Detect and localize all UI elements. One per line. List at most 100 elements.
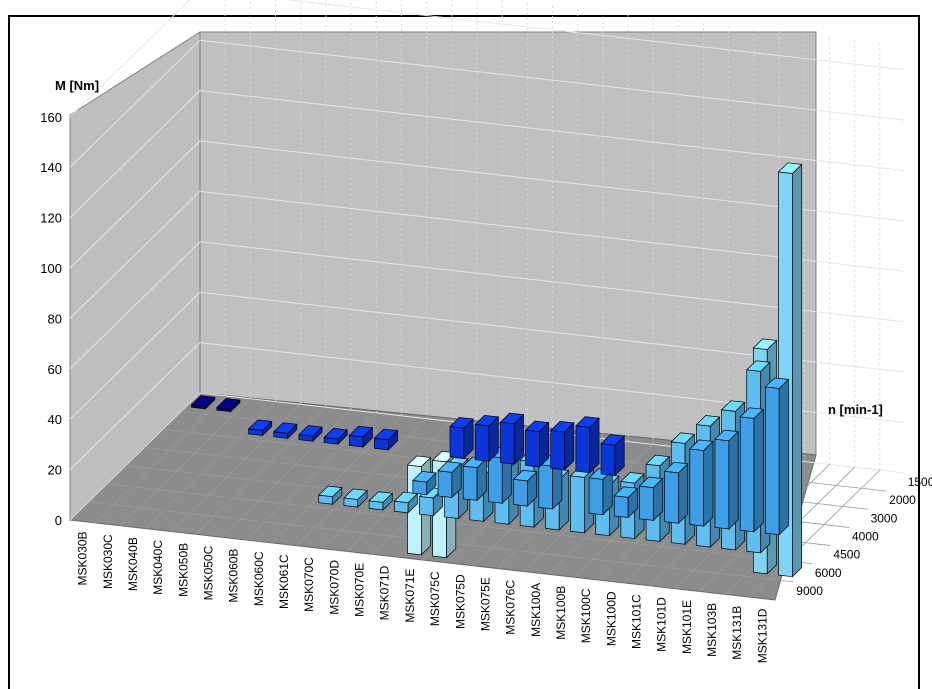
bar-top (695, 415, 721, 427)
depth-tick-label: 4000 (852, 530, 879, 544)
bar-side (792, 163, 803, 578)
bar-top (670, 432, 696, 444)
bar-top (720, 400, 746, 412)
bar-top (777, 162, 803, 174)
bar-top (474, 414, 500, 427)
bar-side (728, 430, 739, 530)
gridline (199, 90, 906, 172)
x-tick-label: MSK076C (504, 580, 518, 635)
x-tick-label: MSK075E (478, 577, 492, 631)
bar-top (645, 454, 670, 467)
y-tick-label: 100 (40, 261, 62, 276)
depth-tick-label: 4500 (833, 548, 860, 562)
bars (190, 162, 803, 578)
back-wall (199, 31, 817, 456)
bar-top (524, 420, 550, 433)
x-tick-label: MSK075C (428, 571, 442, 626)
bar (664, 470, 679, 524)
bar (714, 438, 730, 530)
bar-top (323, 428, 349, 440)
depth-tick-label: 9000 (796, 584, 823, 598)
x-axis-labels: MSK030B MSK030C MSK040B MSK040C MSK050B MSK05… (76, 531, 770, 663)
bar-top (620, 472, 645, 484)
bar-top (412, 471, 437, 483)
x-tick-label: MSK030C (101, 534, 115, 589)
gridline (69, 140, 201, 269)
bar-top (575, 416, 600, 428)
x-tick-label: MSK101D (655, 597, 669, 652)
bar (462, 465, 478, 501)
x-tick-label: MSK070E (353, 563, 367, 617)
y-tick-label: 160 (40, 110, 62, 125)
bar (689, 448, 705, 527)
x-tick-label: MSK100B (554, 586, 568, 640)
x-tick-label: MSK030B (76, 531, 90, 585)
bar-top (190, 395, 216, 407)
bar-side (778, 378, 789, 536)
bar (419, 496, 434, 517)
bar-side (753, 408, 764, 533)
depth-tick-label: 3000 (871, 511, 898, 525)
y-tick-label: 0 (55, 513, 62, 528)
x-tick-label: MSK061C (277, 554, 291, 609)
bar-top (368, 491, 394, 503)
bar-top (638, 476, 664, 488)
floor-gridline (107, 483, 813, 565)
bar-top (600, 434, 625, 446)
x-tick-label: MSK050C (201, 545, 215, 600)
floor-gridline (170, 404, 301, 532)
x-tick-label: MSK070D (327, 560, 341, 615)
x-tick-label: MSK131D (755, 608, 769, 663)
bar (348, 434, 364, 448)
bar (639, 485, 654, 521)
bar-top (613, 486, 639, 498)
bar-side (703, 440, 714, 527)
bar (575, 425, 591, 474)
bar-top (298, 425, 323, 437)
gridline (69, 90, 201, 218)
x-tick-label: MSK100C (579, 588, 593, 643)
x-tick-label: MSK075D (453, 574, 467, 629)
bar-top (449, 417, 474, 429)
bar-top (752, 338, 778, 350)
bar (449, 426, 465, 459)
x-tick-label: MSK071E (403, 569, 417, 623)
x-tick-label: MSK101C (630, 594, 644, 649)
floor-gridline (120, 398, 251, 527)
depth-tick-label: 2000 (889, 493, 916, 507)
depth-tick-label: 6000 (815, 566, 842, 580)
bar (588, 477, 604, 516)
bar (550, 430, 565, 471)
y-tick-label: 60 (48, 362, 62, 377)
x-tick-label: MSK071D (378, 565, 392, 620)
x-tick-label: MSK060B (227, 549, 241, 603)
gridline (285, 0, 906, 71)
bar-top (714, 429, 739, 442)
bar-top (348, 425, 374, 438)
x-tick-label: MSK103B (705, 603, 719, 657)
bar (570, 475, 585, 534)
bar-top (216, 398, 241, 410)
gridline (69, 392, 201, 521)
bar-top (272, 422, 298, 434)
bar (412, 480, 428, 496)
bar-top (373, 428, 399, 441)
floor-gridline (195, 406, 327, 535)
x-tick-label: MSK040C (151, 540, 165, 595)
x-tick-label: MSK100A (529, 583, 543, 637)
floor-gridline (749, 469, 881, 598)
bar-side (678, 462, 689, 525)
y-tick-label: 80 (48, 311, 62, 326)
depth-axis-label: n [min-1] (828, 402, 883, 417)
bar (613, 495, 629, 518)
bar (437, 470, 453, 498)
bar (525, 429, 540, 468)
bar (474, 423, 490, 462)
bar-top (437, 461, 462, 473)
bar (488, 455, 503, 504)
bar-top (317, 485, 343, 498)
depth-tick-label: 1500 (908, 475, 932, 489)
gridline (69, 342, 201, 470)
bar-top (739, 407, 765, 419)
floor-gridline (145, 401, 276, 529)
